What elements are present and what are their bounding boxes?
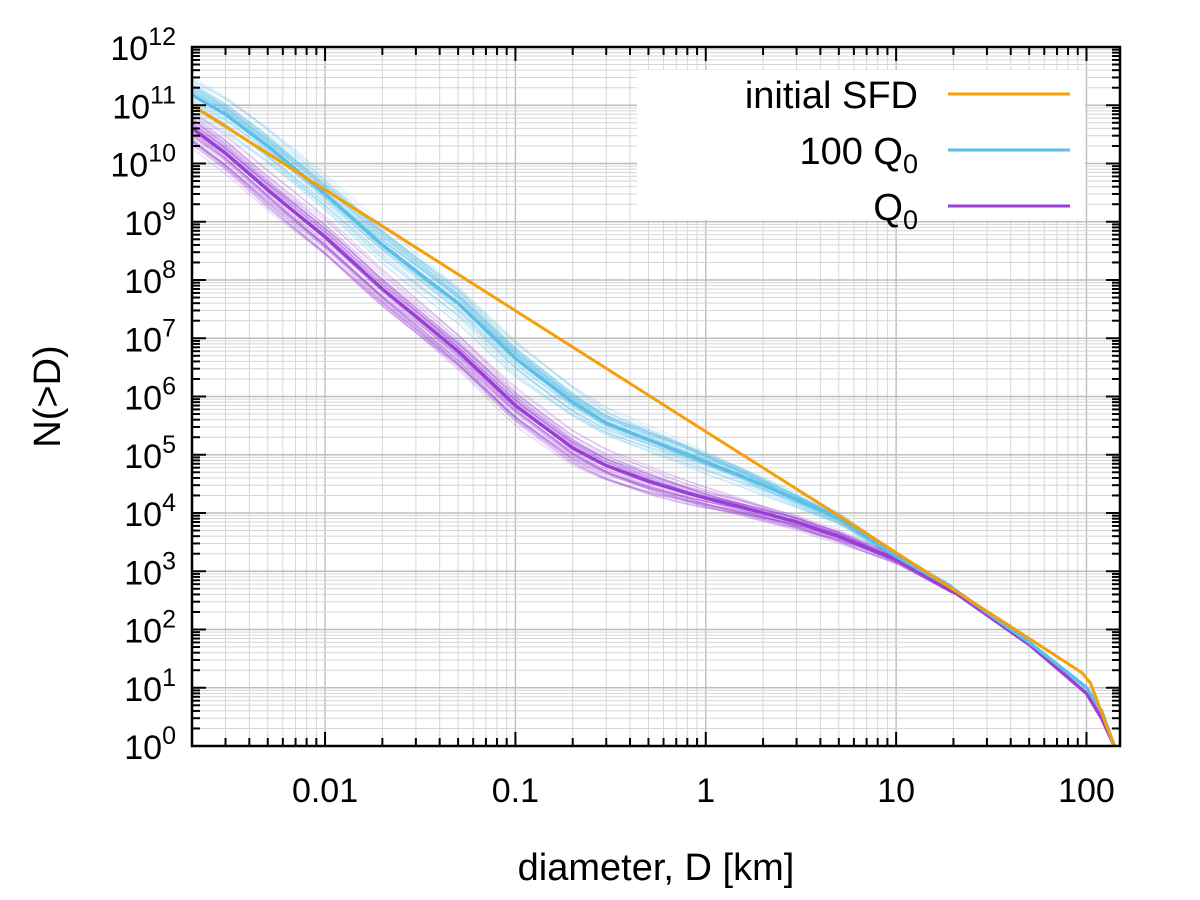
y-tick-label: 108 [124,256,176,301]
y-tick-label: 102 [124,606,176,651]
series-line-initial-sfd [191,104,1116,747]
y-tick-label: 1012 [110,23,176,68]
tick-labels: 0.01 0.1 1 10 100 100 101 102 103 104 105 106 107 108… [110,23,1114,810]
y-tick-label: 100 [124,722,176,767]
ticks [191,46,1120,747]
y-tick-label: 101 [124,664,176,709]
legend-label: 100 Q0 [799,131,918,179]
y-axis-title: N(>D) [27,345,69,447]
y-tick-label: 105 [124,431,176,476]
x-tick-label: 1 [696,772,715,810]
y-tick-label: 107 [124,314,176,359]
x-axis-title: diameter, D [km] [518,847,795,889]
legend: initial SFD 100 Q0 Q0 [745,75,1070,235]
y-tick-label: 1010 [110,140,176,185]
x-tick-label: 100 [1058,772,1115,810]
y-tick-label: 103 [124,547,176,592]
x-tick-label: 0.1 [492,772,539,810]
y-tick-label: 109 [124,198,176,243]
y-tick-label: 1011 [112,81,176,126]
series-line-100q0 [191,93,1116,747]
series-lines [190,93,1116,747]
y-tick-label: 106 [124,373,176,418]
x-tick-label: 0.01 [292,772,358,810]
legend-label: Q0 [873,187,918,235]
y-tick-label: 104 [124,489,176,534]
series-line-q0 [190,126,1116,747]
legend-label: initial SFD [745,75,918,117]
x-tick-label: 10 [877,772,915,810]
